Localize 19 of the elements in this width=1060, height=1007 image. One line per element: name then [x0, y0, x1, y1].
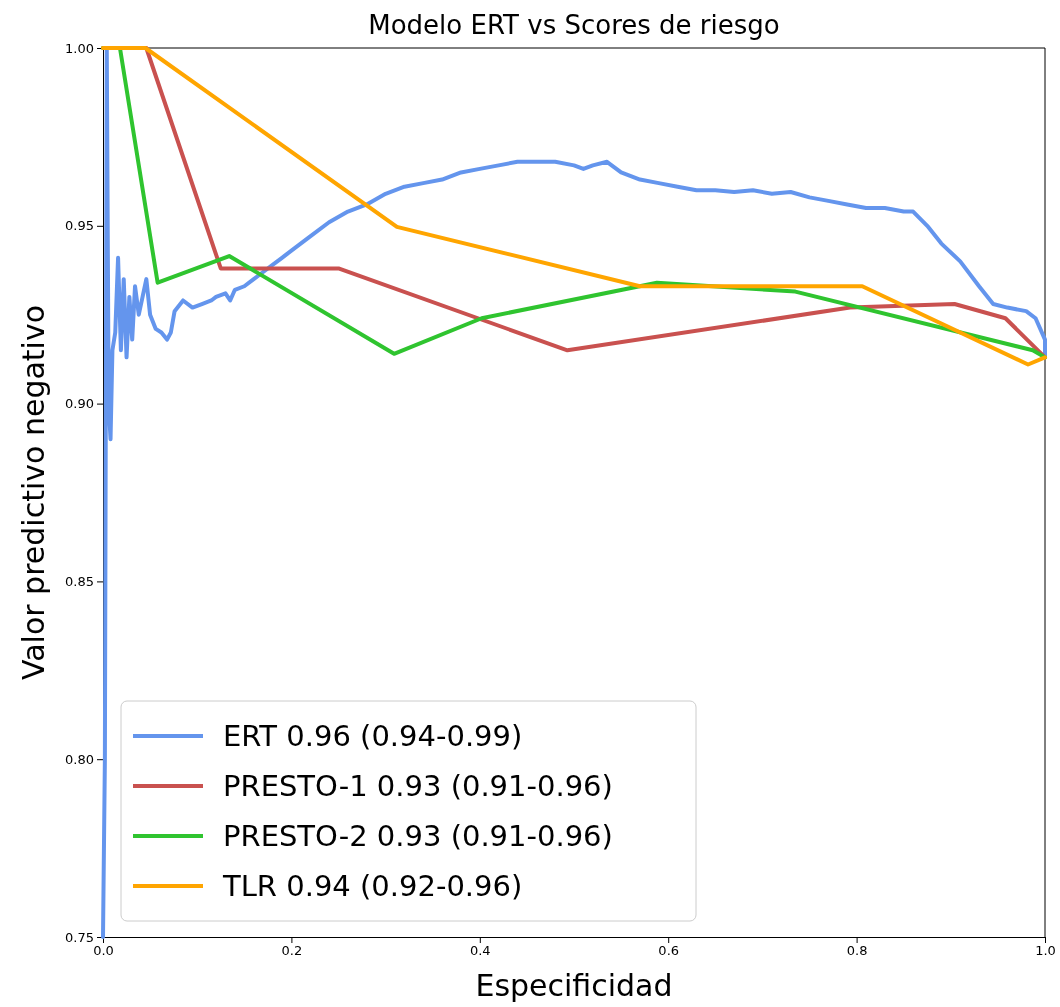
x-tick-label: 0.6	[658, 943, 680, 959]
x-tick-label: 1.0	[1035, 943, 1056, 959]
x-tick-label: 0.0	[93, 943, 114, 959]
y-tick-label: 0.85	[65, 574, 94, 590]
legend-label: PRESTO-1 0.93 (0.91-0.96)	[223, 769, 613, 803]
legend-label: PRESTO-2 0.93 (0.91-0.96)	[223, 819, 613, 853]
legend-label: TLR 0.94 (0.92-0.96)	[222, 869, 523, 903]
y-tick-label: 1.00	[65, 40, 94, 56]
y-axis-title: Valor predictivo negativo	[16, 304, 51, 681]
x-axis-title: Especificidad	[475, 968, 673, 1003]
y-tick-label: 0.80	[65, 751, 94, 767]
y-tick-label: 0.95	[65, 218, 94, 234]
y-tick-label: 0.75	[65, 929, 94, 945]
x-tick-label: 0.8	[846, 943, 868, 959]
legend-label: ERT 0.96 (0.94-0.99)	[223, 719, 523, 753]
x-tick-label: 0.2	[281, 943, 303, 959]
chart-title: Modelo ERT vs Scores de riesgo	[368, 10, 780, 40]
x-tick-label: 0.4	[469, 943, 491, 959]
y-tick-label: 0.90	[65, 396, 94, 412]
